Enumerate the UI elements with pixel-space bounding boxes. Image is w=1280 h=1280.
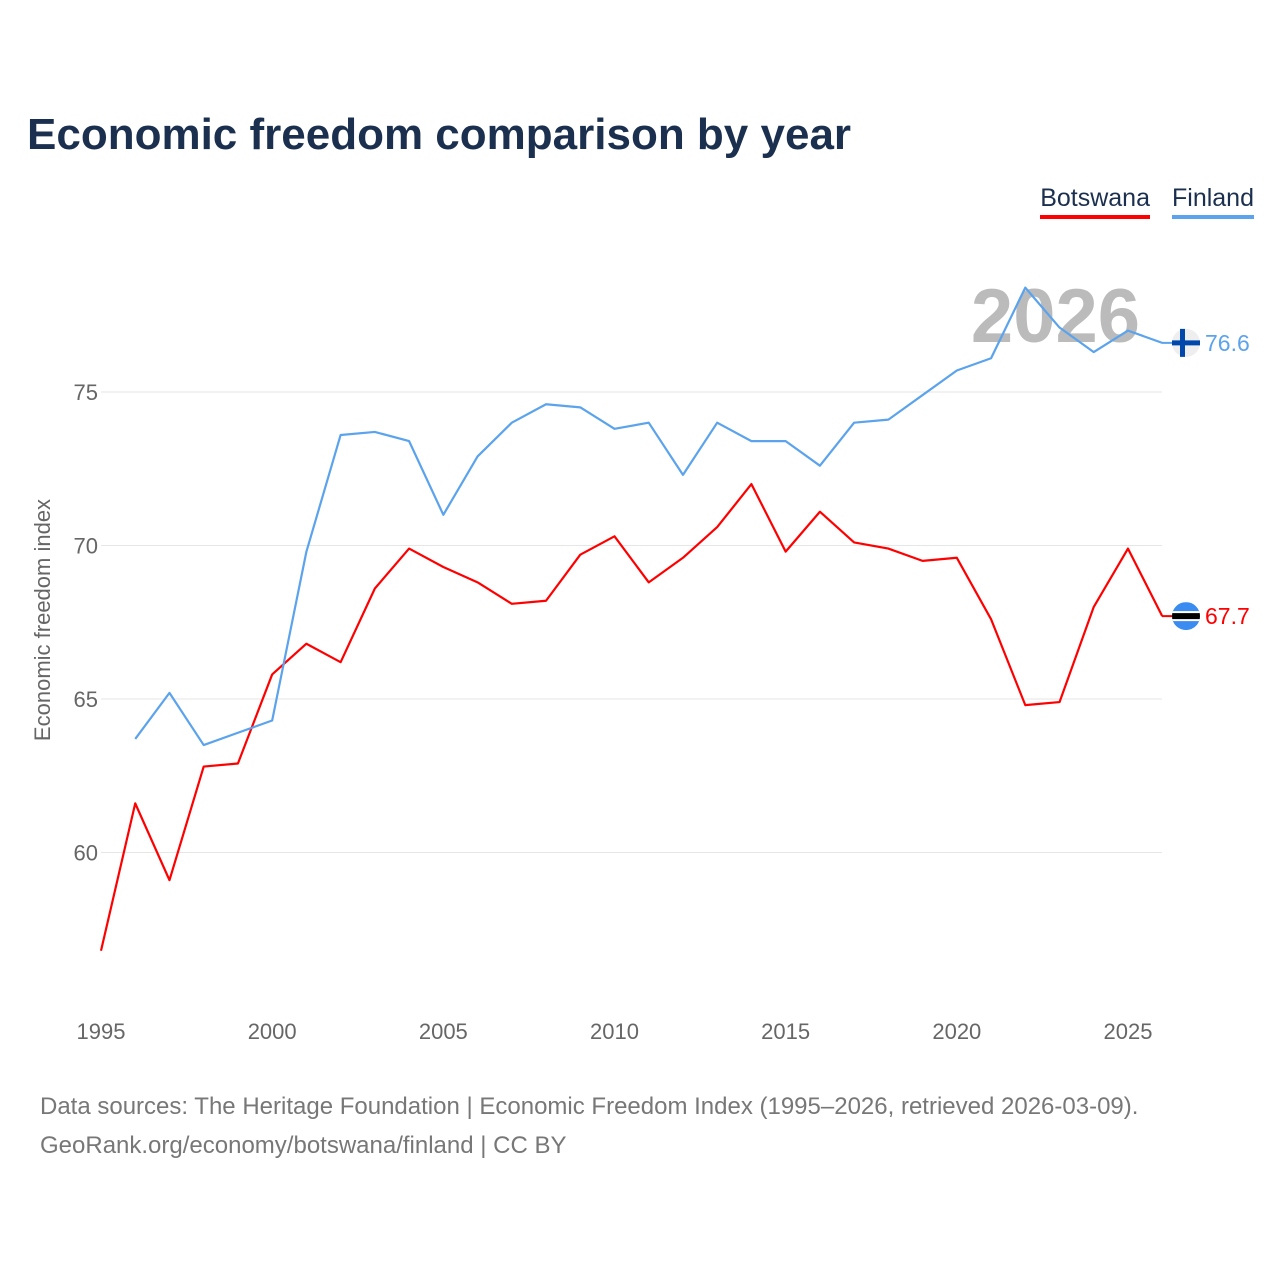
finland-flag-icon — [1172, 328, 1200, 357]
legend-item-finland[interactable]: Finland — [1172, 184, 1254, 219]
chart-title: Economic freedom comparison by year — [27, 110, 852, 159]
x-tick-label: 1995 — [77, 1019, 126, 1044]
x-tick-label: 2005 — [419, 1019, 468, 1044]
x-tick-label: 2020 — [932, 1019, 981, 1044]
legend-item-botswana[interactable]: Botswana — [1040, 184, 1150, 219]
series-line-finland — [134, 286, 1163, 747]
x-tick-label: 2010 — [590, 1019, 639, 1044]
x-tick-label: 2025 — [1104, 1019, 1153, 1044]
x-tick-label: 2015 — [761, 1019, 810, 1044]
y-tick-label: 60 — [74, 841, 98, 866]
end-value-label: 67.7 — [1205, 603, 1250, 629]
footer: Data sources: The Heritage Foundation | … — [40, 1087, 1138, 1165]
legend: Botswana Finland — [1040, 184, 1254, 219]
y-tick-label: 75 — [74, 380, 98, 405]
botswana-flag-icon — [1172, 602, 1200, 631]
end-value-label: 76.6 — [1205, 330, 1250, 356]
x-tick-label: 2000 — [248, 1019, 297, 1044]
y-tick-label: 65 — [74, 687, 98, 712]
series-line-botswana — [99, 483, 1164, 951]
year-watermark: 2026 — [971, 274, 1140, 359]
footer-sources: Data sources: The Heritage Foundation | … — [40, 1093, 1139, 1120]
y-tick-label: 70 — [74, 534, 98, 559]
footer-link[interactable]: GeoRank.org/economy/botswana/finland | C… — [40, 1132, 567, 1159]
